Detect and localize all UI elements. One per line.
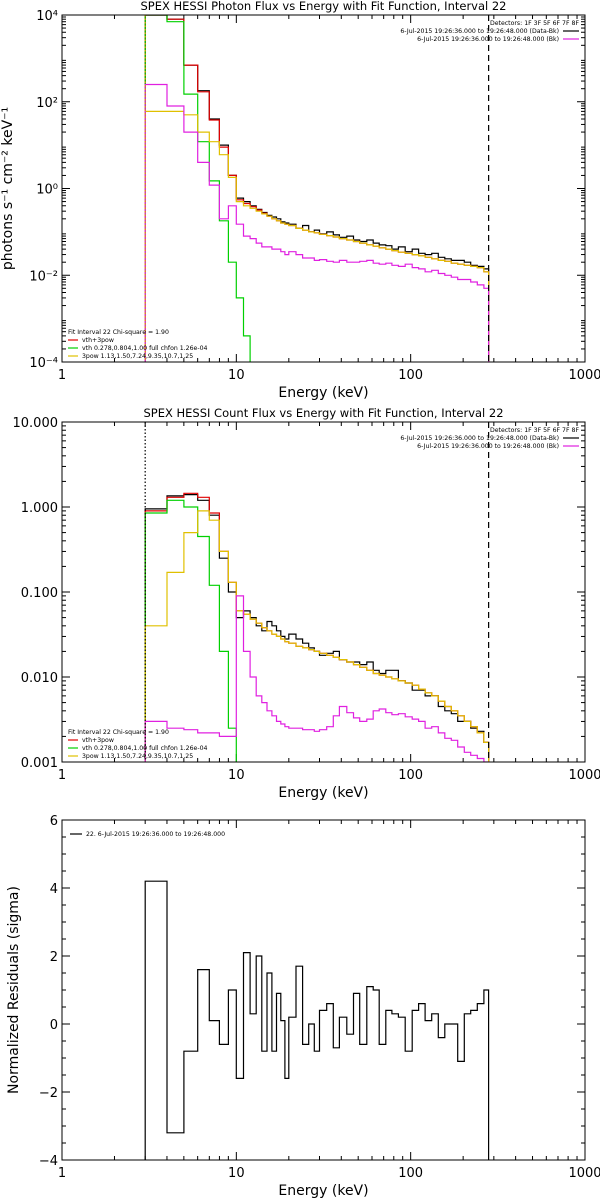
series-line [144,15,490,362]
x-axis-label: Energy (keV) [278,385,368,401]
y-tick-label: 1.000 [21,501,58,516]
x-axis-label: Energy (keV) [278,1183,368,1199]
legend-entry: 3pow 1.13,1.50,7.24,9.35,10.7,1.25 [82,753,193,760]
x-tick-label: 1 [58,768,66,783]
series-line [144,595,490,762]
x-axis-label: Energy (keV) [278,785,368,801]
x-tick-label: 1000 [568,368,600,383]
legend-entry: 22. 6-Jul-2015 19:26:36.000 to 19:26:48.… [86,831,225,838]
y-tick-label: 0 [50,1018,58,1033]
legend-entry: Detectors: 1F 3F 5F 6F 7F 8F [490,427,579,434]
x-tick-label: 1 [58,368,66,383]
y-tick-label: 2 [50,950,58,965]
y-tick-label: 6 [50,814,58,829]
x-tick-label: 100 [398,368,423,383]
y-tick-label: −2 [39,1086,58,1101]
legend-entry: vth+3pow [82,337,114,344]
chart-panel-1: SPEX HESSI Photon Flux vs Energy with Fi… [0,0,600,401]
legend-entry: 6-Jul-2015 19:26:36.000 to 19:26:48.000 … [417,36,559,43]
x-tick-label: 100 [398,1166,423,1181]
chart-panel-2: SPEX HESSI Count Flux vs Energy with Fit… [13,406,600,801]
series-line [144,880,490,1160]
series-line [144,15,490,362]
series-line [144,83,490,362]
chart-title: SPEX HESSI Count Flux vs Energy with Fit… [143,406,503,420]
series-line [144,110,490,362]
legend-entry: Fit Interval 22 Chi-square = 1.90 [68,329,169,336]
x-tick-label: 1 [58,1166,66,1181]
series-line [144,15,251,362]
chart-panel-3: 1 10 100 1000 −4 −2 0 2 4 6 Energy (keV) Normalized… [6,814,600,1199]
x-tick-label: 100 [398,768,423,783]
y-axis-label: photons s⁻¹ cm⁻² keV⁻¹ [0,107,16,270]
legend-entry: vth 0.278,0.804,1.00 full chfon 1.26e-04 [82,345,208,352]
chart-title: SPEX HESSI Photon Flux vs Energy with Fi… [140,0,506,13]
y-tick-label: 0.100 [21,586,58,601]
y-tick-label: 10⁻² [29,269,58,284]
x-tick-label: 1000 [568,768,600,783]
series-line [144,492,490,762]
legend-entry: vth+3pow [82,737,114,744]
y-tick-label: 10⁴ [36,9,58,24]
x-tick-label: 10 [228,768,245,783]
legend-entry: 6-Jul-2015 19:26:36.000 to 19:26:48.000 … [400,28,559,35]
x-tick-label: 10 [228,1166,245,1181]
x-tick-label: 10 [228,368,245,383]
legend-entry: 6-Jul-2015 19:26:36.000 to 19:26:48.000 … [417,443,559,450]
series-line [144,499,237,762]
legend-entry: vth 0.278,0.804,1.00 full chfon 1.26e-04 [82,745,208,752]
plot-frame [61,14,586,363]
legend-entry: Detectors: 1F 3F 5F 6F 7F 8F [490,20,579,27]
plot-frame [61,819,586,1161]
y-tick-label: 10² [36,96,58,111]
y-tick-label: 10.000 [13,416,59,431]
y-tick-label: 10⁰ [36,183,58,198]
plot-frame [61,421,586,763]
y-tick-label: 10⁻⁴ [29,356,58,371]
series-line [144,510,490,762]
y-tick-label: 4 [50,882,58,897]
x-tick-label: 1000 [568,1166,600,1181]
y-axis-label: Normalized Residuals (sigma) [6,886,22,1094]
y-tick-label: 0.010 [21,671,58,686]
y-tick-label: 0.001 [21,756,58,771]
legend-entry: 3pow 1.13,1.50,7.24,9.35,10.7,1.25 [82,353,193,360]
legend-entry: 6-Jul-2015 19:26:36.000 to 19:26:48.000 … [400,435,559,442]
legend-entry: Fit Interval 22 Chi-square = 1.90 [68,729,169,736]
y-tick-label: −4 [39,1154,58,1169]
